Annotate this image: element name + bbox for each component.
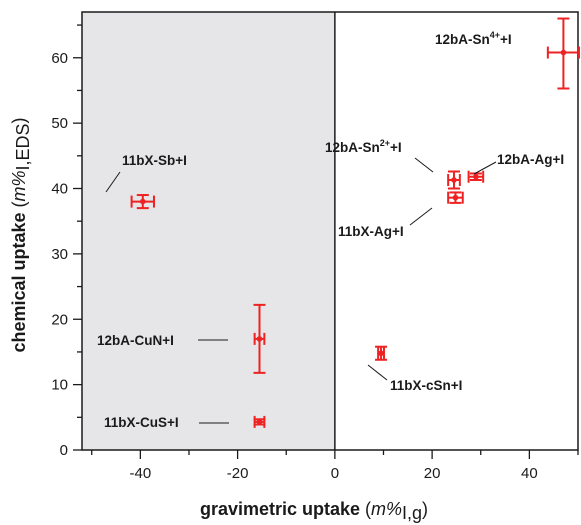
point-marker <box>378 350 384 356</box>
point-marker <box>473 174 479 180</box>
point-marker <box>140 199 146 205</box>
point-marker <box>453 195 459 201</box>
x-tick-label: -40 <box>130 465 152 482</box>
point-label: 12bA-Sn4++I <box>435 30 512 47</box>
y-tick-label: 40 <box>51 181 68 198</box>
point-marker <box>257 336 263 342</box>
point-marker <box>561 50 567 56</box>
point-label: 12bA-Ag+I <box>497 152 564 167</box>
point-marker <box>451 177 457 183</box>
y-tick-label: 30 <box>51 246 68 263</box>
leader-line <box>474 162 496 174</box>
x-tick-label: 0 <box>331 465 339 482</box>
point-label: 11bX-CuS+I <box>104 415 179 430</box>
data-point <box>448 192 463 204</box>
y-tick-label: 60 <box>51 50 68 67</box>
point-label: 11bX-cSn+I <box>390 378 462 393</box>
plot-area <box>82 12 335 450</box>
data-point <box>375 347 387 360</box>
x-tick-label: 20 <box>424 465 441 482</box>
shaded-region <box>82 12 335 450</box>
data-point <box>548 19 579 89</box>
point-label: 11bX-Ag+I <box>338 224 404 239</box>
x-axis-title: gravimetric uptake (m%I,g) <box>200 499 428 523</box>
y-tick-label: 0 <box>60 442 68 459</box>
point-label: 12bA-CuN+I <box>97 333 174 348</box>
y-tick-label: 10 <box>51 377 68 394</box>
y-axis-title: chemical uptake (m%I,EDS) <box>9 117 33 352</box>
leader-line <box>415 158 433 172</box>
y-tick-label: 20 <box>51 311 68 328</box>
x-tick-label: 40 <box>521 465 538 482</box>
point-label: 12bA-Sn2++I <box>325 138 402 155</box>
x-tick-label: -20 <box>227 465 249 482</box>
data-point <box>448 172 460 189</box>
point-label: 11bX-Sb+I <box>122 153 187 168</box>
y-tick-label: 50 <box>51 115 68 132</box>
point-marker <box>257 419 263 425</box>
leader-line <box>410 208 432 225</box>
leader-line <box>368 365 387 380</box>
